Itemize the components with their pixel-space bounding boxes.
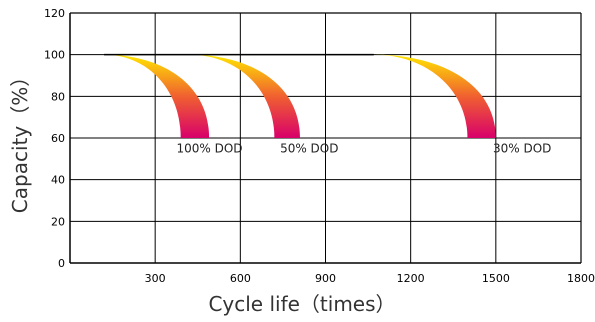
- y-tick-label: 20: [51, 215, 65, 228]
- dod-bands: [104, 53, 496, 138]
- x-tick-label: 900: [315, 272, 336, 285]
- dod-band: [373, 54, 496, 138]
- x-tick-label: 1500: [482, 272, 510, 285]
- dod-band: [104, 54, 210, 138]
- y-axis-title: Capacity（%）: [8, 67, 32, 213]
- y-tick-label: 60: [51, 132, 65, 145]
- dod-annotations: 100% DOD 50% DOD 30% DOD: [176, 141, 551, 155]
- x-tick-label: 1800: [567, 272, 595, 285]
- axes: [69, 12, 582, 264]
- tick-labels: 0 20 40 60 80 100 120 300 600 900 1200 1500 1800: [44, 7, 595, 285]
- y-tick-label: 80: [51, 90, 65, 103]
- y-tick-label: 120: [44, 7, 65, 20]
- grid-lines: [70, 13, 581, 263]
- y-tick-label: 100: [44, 49, 65, 62]
- dod-band: [189, 54, 300, 138]
- x-axis-title: Cycle life（times）: [208, 292, 395, 316]
- dod-label: 30% DOD: [493, 141, 551, 155]
- x-tick-label: 300: [145, 272, 166, 285]
- y-tick-label: 0: [58, 257, 65, 270]
- dod-label: 100% DOD: [176, 141, 242, 155]
- x-tick-label: 1200: [397, 272, 425, 285]
- y-tick-label: 40: [51, 174, 65, 187]
- dod-label: 50% DOD: [280, 141, 338, 155]
- x-tick-label: 600: [230, 272, 251, 285]
